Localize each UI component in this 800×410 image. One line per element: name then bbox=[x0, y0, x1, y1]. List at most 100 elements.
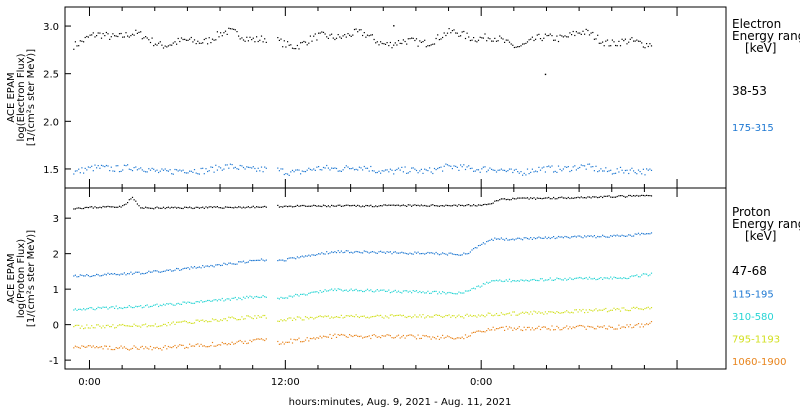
data-point bbox=[238, 168, 240, 170]
data-point bbox=[169, 302, 171, 305]
data-point bbox=[368, 35, 370, 37]
data-point bbox=[174, 344, 176, 347]
data-point bbox=[177, 170, 179, 172]
data-point bbox=[228, 167, 230, 169]
data-point bbox=[639, 195, 641, 197]
data-point bbox=[81, 325, 83, 327]
data-point bbox=[442, 205, 444, 207]
data-point bbox=[211, 166, 214, 168]
data-point bbox=[184, 38, 186, 40]
data-point bbox=[404, 290, 406, 292]
data-point bbox=[176, 43, 178, 45]
data-point bbox=[291, 257, 294, 259]
data-point bbox=[491, 329, 493, 331]
data-point bbox=[460, 204, 462, 207]
data-point bbox=[363, 206, 365, 208]
data-point bbox=[487, 328, 489, 330]
data-point bbox=[554, 237, 556, 240]
data-point bbox=[557, 311, 560, 314]
data-point bbox=[380, 314, 382, 316]
data-point bbox=[476, 205, 478, 207]
data-point bbox=[479, 330, 481, 332]
data-point bbox=[522, 239, 524, 241]
data-point bbox=[355, 314, 357, 316]
data-point bbox=[277, 167, 279, 169]
data-point bbox=[128, 199, 130, 201]
data-point bbox=[313, 254, 315, 256]
data-point bbox=[460, 292, 462, 294]
data-point bbox=[241, 316, 243, 318]
data-point bbox=[455, 317, 457, 319]
data-point bbox=[280, 319, 282, 321]
data-point bbox=[236, 31, 238, 33]
data-point bbox=[277, 260, 279, 262]
data-point bbox=[515, 314, 517, 316]
data-point bbox=[332, 289, 334, 292]
data-point bbox=[156, 270, 158, 272]
data-point bbox=[438, 338, 440, 340]
data-point bbox=[254, 167, 256, 170]
data-point bbox=[602, 326, 604, 328]
data-point bbox=[383, 289, 385, 291]
data-point bbox=[569, 277, 571, 279]
data-point bbox=[631, 275, 633, 277]
data-point bbox=[81, 309, 83, 311]
data-point bbox=[337, 250, 339, 252]
data-point bbox=[252, 205, 254, 207]
y-tick-label: 1 bbox=[53, 285, 59, 296]
data-point bbox=[402, 39, 404, 41]
data-point bbox=[639, 40, 641, 42]
data-point bbox=[252, 339, 254, 341]
data-point bbox=[368, 252, 370, 254]
data-point bbox=[177, 345, 179, 347]
data-point bbox=[122, 36, 124, 38]
data-point bbox=[283, 297, 285, 299]
data-point bbox=[461, 336, 463, 338]
data-point bbox=[553, 329, 555, 331]
data-point bbox=[391, 291, 393, 293]
data-point bbox=[399, 169, 401, 171]
data-point bbox=[327, 315, 329, 317]
data-point bbox=[489, 38, 491, 40]
data-point bbox=[79, 207, 81, 209]
data-point bbox=[502, 313, 504, 315]
data-point bbox=[362, 315, 364, 317]
data-point bbox=[149, 169, 152, 171]
data-point bbox=[362, 34, 364, 37]
data-point bbox=[76, 276, 78, 278]
data-point bbox=[146, 207, 148, 209]
data-point bbox=[169, 346, 171, 348]
data-point bbox=[363, 165, 365, 168]
data-point bbox=[319, 253, 321, 255]
data-point bbox=[189, 38, 191, 40]
data-point bbox=[322, 204, 325, 206]
data-point bbox=[371, 34, 373, 36]
data-point bbox=[458, 291, 460, 293]
data-point bbox=[602, 309, 604, 311]
data-point bbox=[213, 299, 215, 301]
data-point bbox=[277, 340, 279, 343]
data-point bbox=[396, 252, 398, 254]
data-point bbox=[592, 166, 594, 168]
data-point bbox=[110, 273, 112, 275]
data-point bbox=[399, 314, 401, 316]
data-point bbox=[130, 35, 132, 37]
data-point bbox=[337, 288, 339, 290]
data-point bbox=[83, 345, 85, 347]
data-point bbox=[525, 237, 527, 239]
data-point bbox=[172, 321, 174, 323]
data-point bbox=[373, 315, 375, 318]
data-point bbox=[167, 170, 169, 172]
data-point bbox=[495, 313, 498, 315]
data-point bbox=[422, 205, 424, 207]
data-point bbox=[205, 300, 207, 302]
series-points bbox=[73, 232, 653, 278]
data-point bbox=[482, 283, 484, 285]
data-point bbox=[584, 235, 586, 237]
data-point bbox=[543, 313, 545, 315]
data-point bbox=[138, 271, 140, 273]
data-point bbox=[473, 315, 475, 317]
data-point bbox=[518, 46, 520, 48]
data-point bbox=[451, 292, 453, 294]
data-point bbox=[241, 165, 243, 167]
